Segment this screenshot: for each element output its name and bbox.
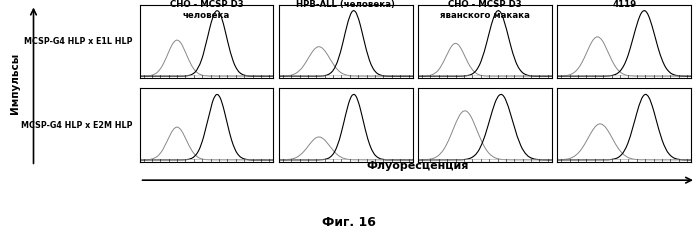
Text: Флуоресценция: Флуоресценция xyxy=(366,161,469,171)
Text: HPB-ALL (человека): HPB-ALL (человека) xyxy=(296,0,395,9)
Text: Фиг. 16: Фиг. 16 xyxy=(322,216,376,229)
Text: MCSP-G4 HLP x E2M HLP: MCSP-G4 HLP x E2M HLP xyxy=(21,121,133,130)
Text: CHO - MCSP D3
яванского макака: CHO - MCSP D3 яванского макака xyxy=(440,0,530,20)
Text: 4119: 4119 xyxy=(612,0,637,9)
Text: CHO - MCSP D3
человека: CHO - MCSP D3 человека xyxy=(170,0,244,20)
Text: Импульсы: Импульсы xyxy=(10,52,20,114)
Text: MCSP-G4 HLP x E1L HLP: MCSP-G4 HLP x E1L HLP xyxy=(24,37,133,46)
